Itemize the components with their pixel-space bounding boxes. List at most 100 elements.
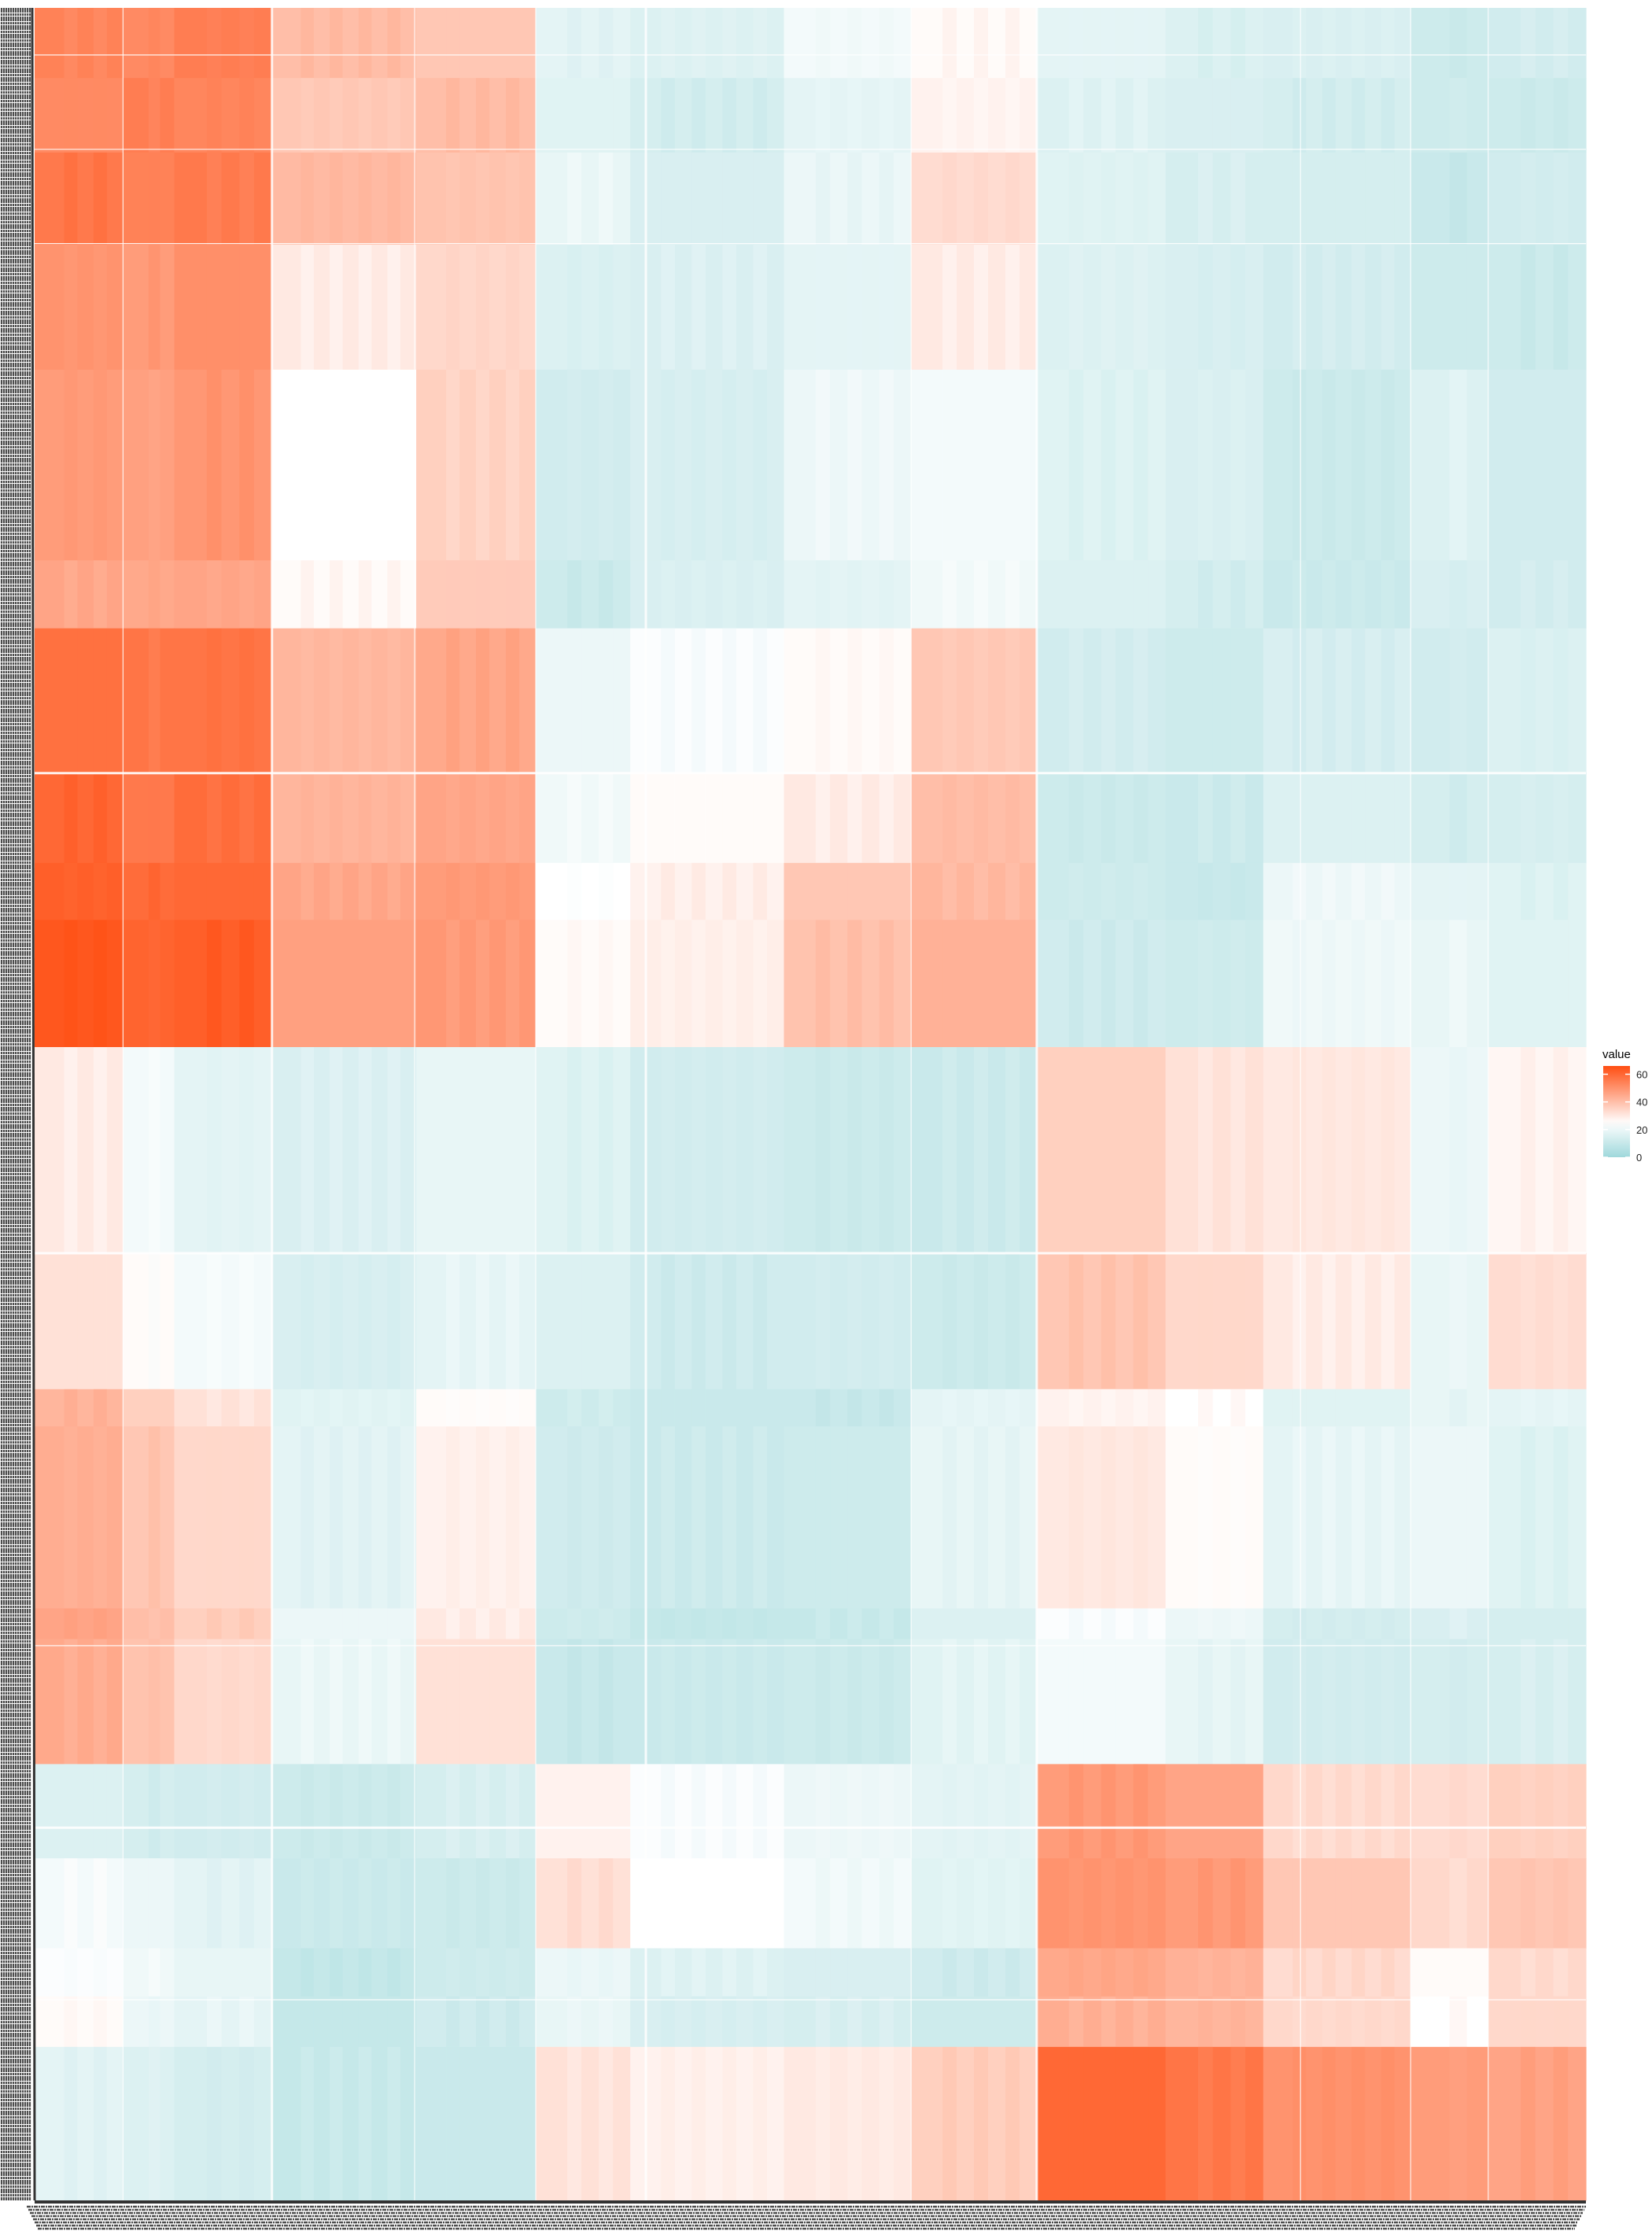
heatmap-cell-detail <box>847 152 862 245</box>
heatmap-cell-detail <box>661 2046 675 2200</box>
heatmap-cell-detail <box>1449 1608 1467 1639</box>
heatmap-cell-detail <box>239 1948 254 1997</box>
heatmap-cell-detail <box>847 773 862 863</box>
heatmap-cell-detail <box>1521 560 1536 629</box>
heatmap-cell-detail <box>1101 1426 1116 1609</box>
heatmap-cell-detail <box>942 245 957 370</box>
heatmap-cell-detail <box>1005 1608 1020 1639</box>
heatmap-cell-detail <box>64 1253 78 1389</box>
heatmap-cell-detail <box>1553 245 1569 370</box>
heatmap-cell-detail <box>599 1996 614 2047</box>
heatmap-cell <box>1165 1996 1264 2048</box>
heatmap-cell-detail <box>1521 152 1536 245</box>
heatmap-cell-detail <box>567 1764 582 1859</box>
heatmap-cell-detail <box>974 245 988 370</box>
heatmap-cell-detail <box>506 1608 520 1639</box>
heatmap-cell <box>1165 862 1264 920</box>
heatmap-cell-detail <box>1101 245 1116 370</box>
heatmap-cell-detail <box>1292 1639 1307 1765</box>
heatmap-cell-detail <box>387 78 400 153</box>
heatmap-cell <box>174 1996 273 2048</box>
heatmap-cell-detail <box>815 1639 831 1765</box>
heatmap-cell-detail <box>1198 245 1213 370</box>
heatmap-cell-detail <box>446 152 460 245</box>
heatmap-cell-detail <box>1101 920 1116 1047</box>
heatmap-cell-detail <box>1230 1764 1245 1859</box>
heatmap-cell-detail <box>847 1639 862 1765</box>
heatmap-cell <box>536 245 631 371</box>
heatmap-cell-detail <box>1351 2046 1366 2200</box>
heatmap-cell-detail <box>1553 369 1569 561</box>
heatmap-cell-detail <box>301 1047 314 1253</box>
heatmap-cell-detail <box>476 920 490 1047</box>
heatmap-cell-detail <box>1449 245 1467 370</box>
heatmap-cell-detail <box>446 1858 460 1949</box>
heatmap-cell-detail <box>567 78 582 153</box>
heatmap-cell-detail <box>1005 1047 1020 1253</box>
heatmap-cell-detail <box>1101 560 1116 629</box>
heatmap-cell-detail <box>64 1608 78 1639</box>
heatmap-cell-detail <box>691 560 706 629</box>
heatmap-cell <box>1488 1948 1587 1997</box>
heatmap-cell-detail <box>1068 1426 1084 1609</box>
heatmap-cell-detail <box>1351 78 1366 153</box>
heatmap-cell-detail <box>567 920 582 1047</box>
heatmap-cell-detail <box>358 8 372 79</box>
heatmap-cell-detail <box>64 369 78 561</box>
heatmap-cell-detail <box>753 773 767 863</box>
heatmap-cell-detail <box>330 560 343 629</box>
heatmap-cell-detail <box>1198 1253 1213 1389</box>
heatmap-cell-detail <box>1322 560 1336 629</box>
heatmap-cell-detail <box>1449 560 1467 629</box>
heatmap-cell <box>1488 369 1587 561</box>
heatmap-cell <box>536 8 631 79</box>
heatmap-cell-detail <box>815 1996 831 2047</box>
heatmap-cell-detail <box>64 245 78 370</box>
heatmap-cell <box>174 560 273 629</box>
heatmap-cell-detail <box>599 773 614 863</box>
heatmap-cell <box>35 920 124 1048</box>
heatmap-cell <box>1165 920 1264 1048</box>
heatmap-cell-detail <box>446 560 460 629</box>
heatmap-cell-detail <box>567 8 582 79</box>
heatmap-cell-detail <box>301 369 314 561</box>
heatmap-cell-detail <box>661 1426 675 1609</box>
heatmap-cell-detail <box>753 1047 767 1253</box>
heatmap-cell-detail <box>358 560 372 629</box>
heatmap-cell-detail <box>301 1639 314 1765</box>
heatmap-cell-detail <box>1101 1389 1116 1427</box>
heatmap-cell <box>35 560 124 629</box>
heatmap-cell-detail <box>387 369 400 561</box>
heatmap-cell-detail <box>93 1426 107 1609</box>
heatmap-cell-detail <box>1292 1858 1307 1949</box>
heatmap-cell <box>174 152 273 245</box>
heatmap-cell-detail <box>358 628 372 773</box>
heatmap-cell-detail <box>1198 1996 1213 2047</box>
heatmap-cell-detail <box>1521 1948 1536 1997</box>
heatmap-cell-detail <box>148 1253 160 1389</box>
heatmap-cell <box>174 1389 273 1427</box>
heatmap-cell-detail <box>301 773 314 863</box>
heatmap-cell-detail <box>93 245 107 370</box>
legend-title: value <box>1602 1048 1631 1061</box>
heatmap-cell-detail <box>815 1389 831 1427</box>
heatmap-cell-detail <box>476 152 490 245</box>
heatmap-cell-detail <box>239 1858 254 1949</box>
heatmap-cell <box>1488 1639 1587 1765</box>
heatmap-cell <box>1488 628 1587 774</box>
heatmap-cell-detail <box>358 1996 372 2047</box>
heatmap-cell-detail <box>476 773 490 863</box>
heatmap-cell-detail <box>148 1389 160 1427</box>
heatmap-cell-detail <box>942 369 957 561</box>
heatmap-cell-detail <box>148 1764 160 1859</box>
heatmap-cell-detail <box>1005 1764 1020 1859</box>
heatmap-cell <box>35 1608 124 1640</box>
heatmap-cell-detail <box>691 78 706 153</box>
heatmap-cell-detail <box>1005 1948 1020 1997</box>
heatmap-cell-detail <box>1133 773 1149 863</box>
heatmap-cell-detail <box>330 1858 343 1949</box>
heatmap-cell-detail <box>1322 1047 1336 1253</box>
heatmap-cell-detail <box>847 2046 862 2200</box>
heatmap-cell-detail <box>567 560 582 629</box>
heatmap-cell-detail <box>93 1253 107 1389</box>
